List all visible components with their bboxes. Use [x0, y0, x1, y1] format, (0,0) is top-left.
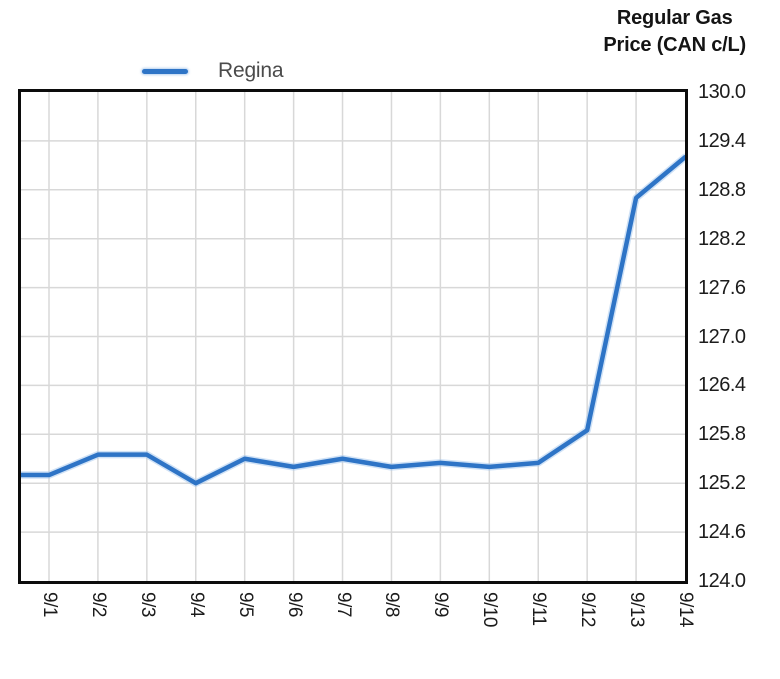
x-axis-tick-label: 9/5 — [234, 592, 256, 617]
y-axis-tick-label: 124.0 — [698, 570, 746, 592]
x-axis-tick-label: 9/6 — [283, 592, 305, 617]
legend: Regina — [142, 56, 284, 86]
chart-title-line1: Regular Gas — [616, 7, 733, 29]
x-axis-tick-label: 9/14 — [675, 592, 696, 627]
y-axis-tick-label: 129.4 — [698, 129, 746, 152]
y-axis-tick-label: 126.4 — [698, 374, 746, 397]
chart-title: Regular Gas Price (CAN c/L) — [603, 5, 746, 59]
x-axis-tick-label: 9/1 — [39, 592, 60, 617]
legend-label: Regina — [218, 59, 284, 82]
line-chart-svg — [21, 92, 685, 581]
chart-title-line2: Price (CAN c/L) — [603, 34, 746, 56]
legend-line-swatch — [142, 68, 188, 74]
y-axis-tick-label: 124.6 — [698, 521, 746, 544]
x-axis-tick-label: 9/9 — [430, 592, 452, 617]
plot-area — [18, 89, 688, 584]
x-axis-tick-label: 9/13 — [626, 592, 648, 627]
y-axis-tick-label: 127.6 — [698, 276, 746, 299]
x-axis-tick-label: 9/4 — [185, 592, 207, 617]
x-axis-tick-label: 9/7 — [332, 592, 354, 617]
x-axis-tick-label: 9/11 — [528, 592, 550, 626]
x-axis-tick-label: 9/3 — [136, 592, 158, 617]
y-axis-tick-label: 125.2 — [698, 472, 746, 495]
price-line — [21, 154, 685, 486]
x-axis-tick-label: 9/8 — [381, 592, 403, 617]
x-axis-tick-label: 9/12 — [577, 592, 599, 627]
y-axis-tick-label: 127.0 — [698, 325, 746, 348]
y-axis-tick-label: 128.2 — [698, 227, 746, 250]
x-axis-tick-label: 9/2 — [87, 592, 109, 617]
y-axis-tick-label: 125.8 — [698, 423, 746, 446]
y-axis-tick-label: 130.0 — [698, 81, 746, 103]
y-axis-tick-label: 128.8 — [698, 178, 746, 201]
x-axis-tick-label: 9/10 — [479, 592, 501, 627]
